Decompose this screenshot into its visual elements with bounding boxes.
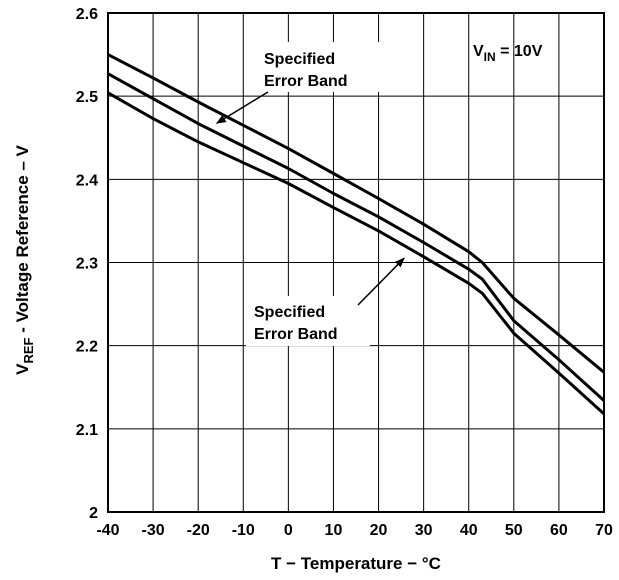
y-tick-label: 2.4: [76, 172, 98, 189]
x-tick-label: -30: [142, 522, 165, 539]
y-axis-label: VREF - Voltage Reference – V: [13, 144, 36, 374]
upper-band-label-bg: [256, 42, 380, 92]
lower-band-label: Specified: [254, 304, 325, 321]
y-tick-label: 2.1: [76, 422, 98, 439]
y-tick-labels: 2 2.1 2.2 2.3 2.4 2.5 2.6: [76, 6, 98, 522]
x-tick-label: 30: [415, 522, 433, 539]
annotations: VIN = 10V Specified Error Band Specified Err…: [215, 42, 543, 346]
series-line-3: [107, 91, 606, 416]
lower-band-label: Error Band: [254, 326, 338, 343]
series-lines: [107, 53, 606, 416]
x-tick-label: -20: [187, 522, 210, 539]
y-axis-label-prefix: V: [13, 363, 32, 375]
x-tick-label: -10: [232, 522, 255, 539]
series-line-2: [107, 72, 606, 402]
y-axis-label-suffix: - Voltage Reference – V: [13, 144, 32, 337]
x-tick-label: 0: [284, 522, 293, 539]
y-tick-label: 2.6: [76, 6, 98, 23]
series-line-1: [107, 53, 605, 374]
lower-band-arrow: [357, 257, 405, 306]
upper-band-label: Specified: [264, 51, 335, 68]
x-tick-label: -40: [96, 522, 119, 539]
x-axis-label: T − Temperature − °C: [271, 554, 441, 573]
upper-band-label: Error Band: [264, 73, 348, 90]
x-tick-label: 70: [595, 522, 613, 539]
y-tick-label: 2.3: [76, 256, 98, 273]
x-tick-label: 10: [325, 522, 343, 539]
x-tick-label: 60: [550, 522, 568, 539]
plot-frame: [107, 12, 605, 513]
y-tick-label: 2.5: [76, 89, 98, 106]
y-axis-label-subscript: REF: [21, 337, 36, 363]
x-tick-label: 20: [370, 522, 388, 539]
x-tick-label: 40: [460, 522, 478, 539]
x-tick-labels: -40 -30 -20 -10 0 10 20 30 40 50 60 70: [96, 522, 613, 539]
lower-band-label-bg: [246, 296, 370, 346]
condition-label: VIN = 10V: [473, 43, 543, 64]
upper-band-arrow: [215, 91, 269, 124]
x-tick-label: 50: [505, 522, 523, 539]
y-tick-label: 2.2: [76, 339, 98, 356]
y-tick-label: 2: [89, 505, 98, 522]
